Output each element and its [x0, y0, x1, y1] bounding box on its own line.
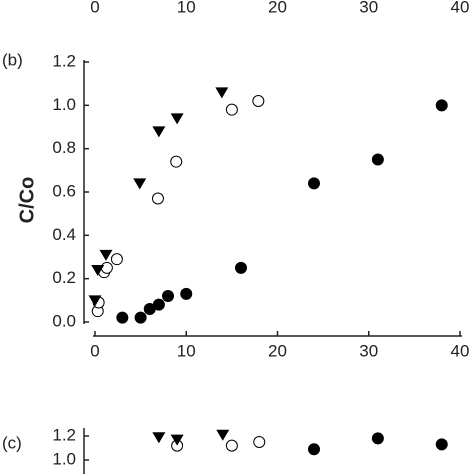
data-point: [116, 311, 129, 324]
y-tick-label: 0.0: [52, 311, 76, 330]
x-tick-label: 30: [359, 341, 378, 360]
y-tick-label: 1.0: [52, 449, 76, 468]
x-tick-label: 20: [268, 341, 287, 360]
x-tick-label: 0: [90, 341, 99, 360]
x-tick-label: 40: [451, 0, 470, 16]
data-point: [170, 155, 183, 168]
panel-label: (b): [2, 50, 23, 69]
data-point: [170, 113, 184, 125]
y-tick-label: 0.6: [52, 181, 76, 200]
data-point: [170, 434, 184, 446]
y-tick-label: 1.2: [52, 425, 76, 444]
y-tick-label: 1.2: [52, 51, 76, 70]
data-point: [308, 443, 320, 456]
data-point: [180, 287, 193, 300]
data-point: [371, 432, 384, 445]
data-point: [91, 265, 105, 276]
data-point: [88, 295, 102, 307]
y-tick-label: 1.0: [52, 95, 76, 114]
x-tick-label: 20: [268, 0, 287, 16]
x-tick-label: 0: [90, 0, 99, 16]
data-point: [252, 95, 265, 107]
data-point: [151, 192, 164, 205]
data-point: [110, 253, 123, 266]
data-point: [225, 439, 238, 452]
y-tick-label: 0.8: [52, 138, 76, 157]
data-point: [235, 261, 247, 274]
data-point: [152, 126, 166, 138]
data-point: [371, 153, 384, 166]
data-point: [435, 438, 448, 451]
y-tick-label: 0.4: [52, 225, 76, 244]
data-point: [100, 261, 113, 274]
panel-label: (c): [2, 433, 22, 452]
x-tick-label: 10: [177, 0, 196, 16]
data-point: [134, 311, 147, 324]
x-tick-label: 10: [177, 341, 196, 360]
data-point: [225, 103, 238, 116]
data-point: [152, 298, 165, 311]
y-tick-label: 0.2: [52, 268, 76, 287]
data-point: [435, 99, 448, 112]
x-tick-label: 30: [359, 0, 378, 16]
data-point: [215, 87, 229, 99]
data-point: [216, 429, 230, 441]
x-tick-label: 40: [451, 341, 470, 360]
y-axis-label: C/Co: [16, 177, 38, 224]
data-point: [308, 177, 320, 190]
data-point: [152, 432, 166, 444]
data-point: [133, 178, 147, 190]
data-point: [99, 249, 113, 261]
data-point: [162, 290, 174, 302]
data-point: [253, 436, 266, 448]
